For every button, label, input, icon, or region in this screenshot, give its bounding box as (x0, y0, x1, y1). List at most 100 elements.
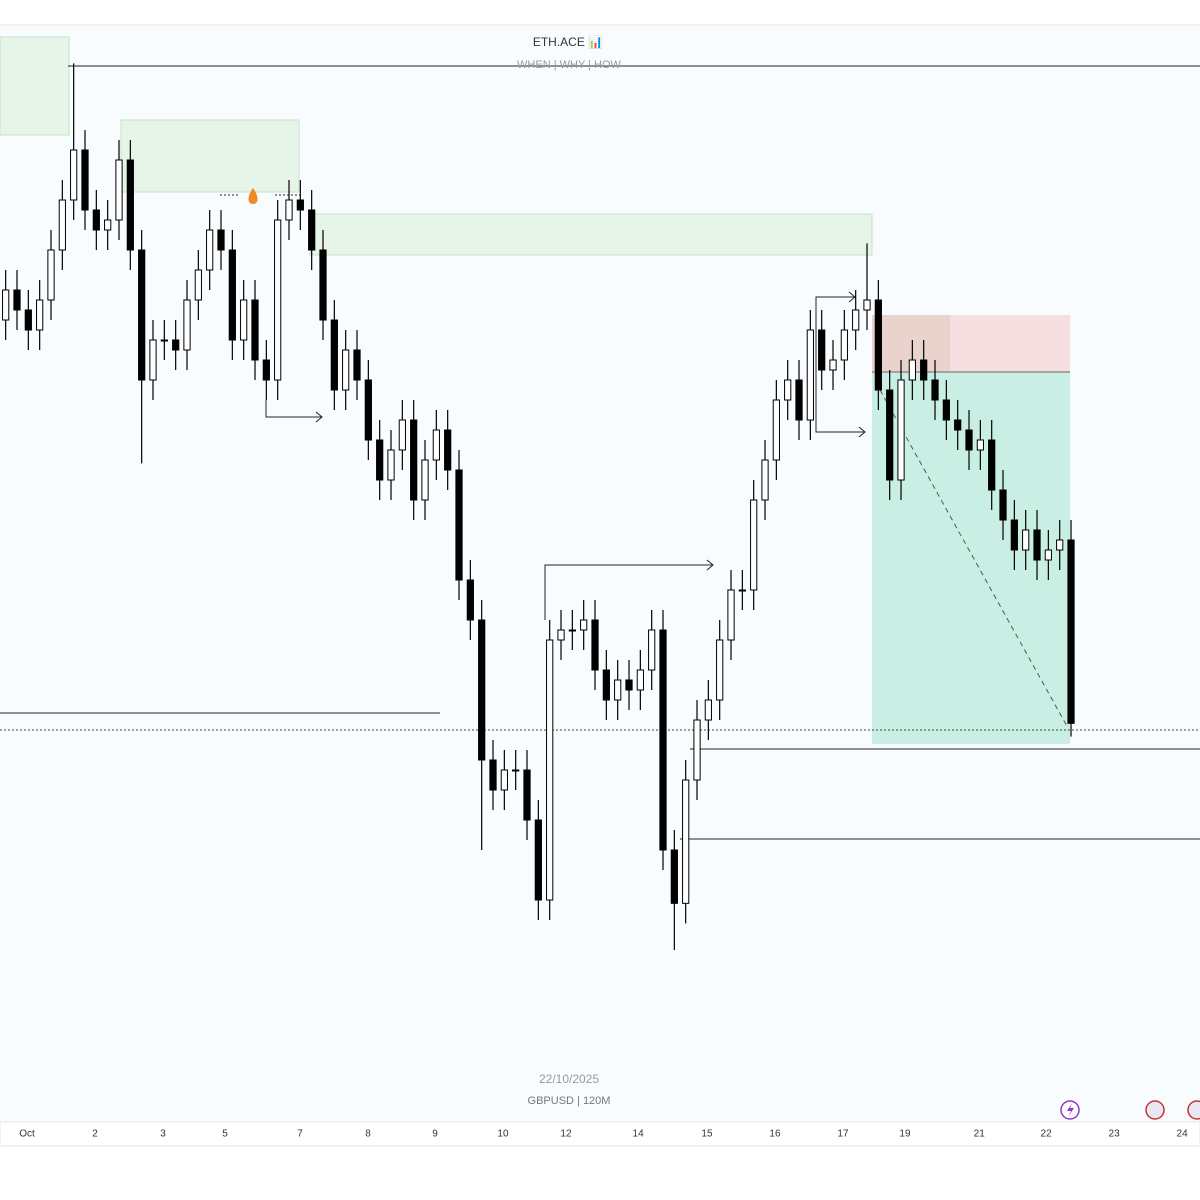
candle-body (852, 309, 860, 331)
candle-body (70, 149, 78, 201)
x-tick-label: Oct (19, 1129, 35, 1140)
candle-body (784, 379, 792, 401)
zone (120, 119, 300, 193)
candle-body (251, 299, 259, 361)
candle-body (534, 819, 542, 901)
candle-body (772, 399, 780, 461)
candle-body (285, 199, 293, 221)
candle-body (432, 429, 440, 461)
candle-body (421, 459, 429, 501)
candle-body (126, 159, 134, 251)
symbol-label: GBPUSD | 120M (528, 1095, 611, 1107)
arrow (815, 291, 856, 330)
candle-body (840, 329, 848, 361)
x-tick-label: 19 (899, 1129, 911, 1140)
x-tick-label: 14 (633, 1129, 645, 1140)
candle-body (829, 359, 837, 371)
candle-body (874, 299, 882, 391)
candle-body (965, 429, 973, 451)
candle-body (183, 299, 191, 351)
x-tick-label: 9 (432, 1129, 438, 1140)
x-tick-label: 16 (769, 1129, 781, 1140)
candle-body (274, 219, 282, 381)
arrow (265, 400, 323, 423)
candle-body (262, 359, 270, 381)
x-tick-label: 15 (701, 1129, 713, 1140)
time-axis (0, 1121, 1200, 1147)
candle-body (761, 459, 769, 501)
candle-body (988, 439, 996, 491)
candles (2, 63, 1075, 950)
arrow (544, 559, 714, 620)
candle-body (47, 249, 55, 301)
candle-body (625, 679, 633, 691)
candle-body (602, 669, 610, 701)
x-tick-label: 8 (365, 1129, 371, 1140)
candle-body (115, 159, 123, 221)
x-tick-label: 5 (222, 1129, 228, 1140)
x-tick-label: 2 (92, 1129, 98, 1140)
x-tick-label: 22 (1041, 1129, 1053, 1140)
candle-body (387, 449, 395, 481)
candle-body (716, 639, 724, 701)
candle-body (976, 439, 984, 451)
x-tick-label: 12 (560, 1129, 572, 1140)
candle-body (92, 209, 100, 231)
candle-body (818, 329, 826, 371)
zone (0, 36, 70, 136)
candle-body (104, 219, 112, 231)
candle-body (1033, 529, 1041, 561)
zone (309, 213, 873, 256)
candle-body (704, 699, 712, 721)
candle-body (172, 339, 180, 351)
candle-body (727, 589, 735, 641)
candle-body (240, 299, 248, 341)
candle-body (648, 629, 656, 671)
flag-icon[interactable] (1187, 1100, 1200, 1120)
candle-body (353, 349, 361, 381)
candle-body (512, 769, 520, 772)
chart-title: ETH.ACE 📊 (533, 35, 603, 49)
candle-body (557, 629, 565, 641)
candle-body (659, 629, 667, 851)
levels (0, 65, 1200, 840)
candle-body (364, 379, 372, 441)
candle-body (2, 289, 10, 321)
candle-body (1010, 519, 1018, 551)
candle-body (908, 359, 916, 381)
candle-body (1044, 549, 1052, 561)
candle-body (194, 269, 202, 301)
projection-line (879, 389, 1069, 729)
candle-body (523, 769, 531, 821)
candle-body (58, 199, 66, 251)
flag-icon[interactable] (1145, 1100, 1165, 1120)
candle-body (138, 249, 146, 381)
candle-body (500, 769, 508, 791)
x-tick-label: 17 (837, 1129, 849, 1140)
x-tick-label: 7 (297, 1129, 303, 1140)
candle-body (636, 669, 644, 691)
candle-body (160, 339, 168, 342)
candle-body (806, 329, 814, 421)
candle-body (795, 379, 803, 421)
candle-body (478, 619, 486, 761)
candle-body (206, 229, 214, 271)
candle-body (296, 199, 304, 211)
arrow (815, 330, 866, 438)
date-label: 22/10/2025 (539, 1072, 599, 1086)
candle-body (13, 289, 21, 311)
candle-body (1067, 539, 1075, 724)
candle-body (580, 619, 588, 631)
candle-body (24, 309, 32, 331)
candle-body (920, 359, 928, 381)
candle-body (750, 499, 758, 591)
candle-body (670, 849, 678, 904)
candle-body (410, 419, 418, 501)
x-tick-label: 3 (160, 1129, 166, 1140)
candle-body (217, 229, 225, 251)
candle-body (999, 489, 1007, 521)
candle-body (954, 419, 962, 431)
candle-body (693, 719, 701, 781)
